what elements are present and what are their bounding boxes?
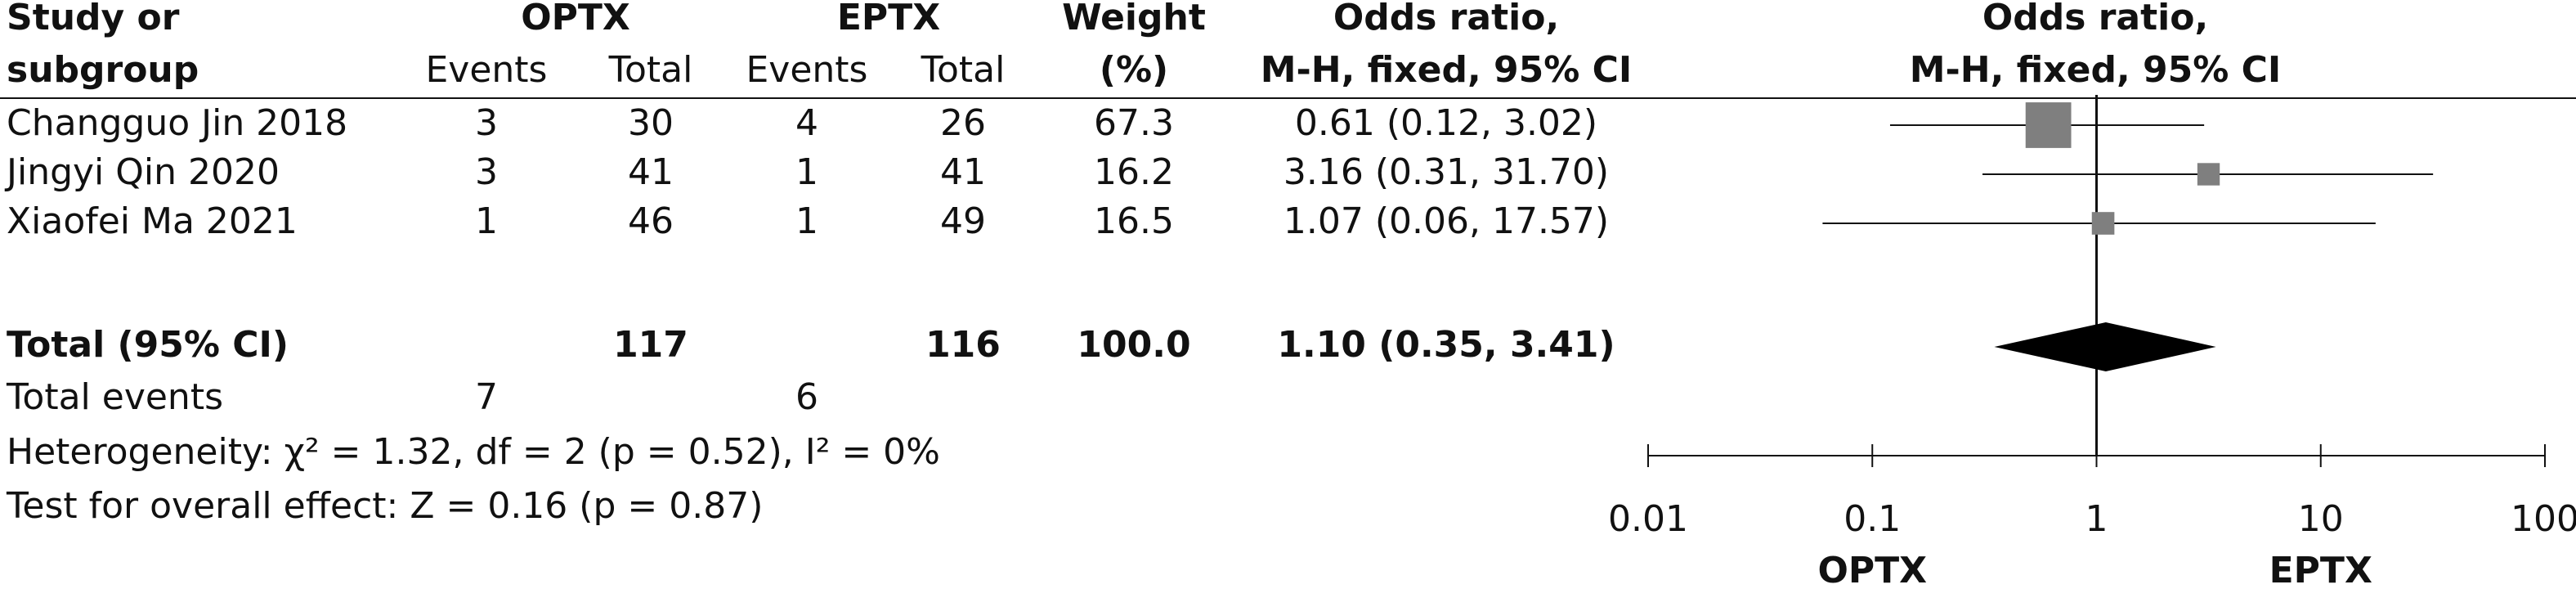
cell: 49	[940, 200, 986, 242]
cell: 46	[628, 200, 674, 242]
total-diamond	[1994, 322, 2216, 371]
cell: 0.61 (0.12, 3.02)	[1295, 102, 1597, 144]
cell: 116	[925, 324, 1001, 366]
header: (%)	[1100, 49, 1168, 91]
header: EPTX	[837, 0, 940, 38]
effect-square	[2197, 163, 2220, 186]
x-tick-label: 10	[2298, 498, 2344, 540]
cell: 3	[475, 151, 498, 193]
cell: 1	[795, 200, 818, 242]
effect-square	[2091, 212, 2115, 235]
cell: 100.0	[1077, 324, 1190, 366]
total-events-label: Total events	[6, 376, 223, 418]
cell: 7	[475, 376, 498, 418]
cell: 67.3	[1094, 102, 1174, 144]
cell: 1.10 (0.35, 3.41)	[1277, 324, 1615, 366]
cell: 117	[613, 324, 688, 366]
cell: 30	[628, 102, 674, 144]
header: Weight	[1062, 0, 1206, 38]
sub-header: Total	[921, 49, 1006, 91]
header: M-H, fixed, 95% CI	[1261, 49, 1633, 91]
cell: 41	[628, 151, 674, 193]
header: OPTX	[521, 0, 630, 38]
cell: 26	[940, 102, 986, 144]
header: M-H, fixed, 95% CI	[1910, 49, 2282, 91]
sub-header: Events	[426, 49, 548, 91]
cell: 3	[475, 102, 498, 144]
effect-square	[2025, 102, 2072, 148]
header: Odds ratio,	[1333, 0, 1559, 38]
cell: 1	[795, 151, 818, 193]
x-tick-label: 1	[2085, 498, 2108, 540]
total-label: Total (95% CI)	[7, 324, 289, 366]
x-tick-label: 100	[2511, 498, 2576, 540]
x-tick-label: 0.1	[1844, 498, 1901, 540]
study-name: Jingyi Qin 2020	[4, 151, 280, 193]
sub-header: Total	[608, 49, 693, 91]
header: subgroup	[7, 49, 199, 91]
sub-header: Events	[746, 49, 868, 91]
overall-effect: Test for overall effect: Z = 0.16 (p = 0…	[6, 485, 763, 527]
cell: 3.16 (0.31, 31.70)	[1284, 151, 1609, 193]
cell: 1.07 (0.06, 17.57)	[1284, 200, 1609, 242]
heterogeneity: Heterogeneity: χ² = 1.32, df = 2 (p = 0.…	[7, 431, 940, 473]
x-label: EPTX	[2269, 550, 2372, 589]
header: Odds ratio,	[1982, 0, 2208, 38]
cell: 16.2	[1094, 151, 1174, 193]
study-name: Xiaofei Ma 2021	[7, 200, 298, 242]
x-label: OPTX	[1817, 550, 1927, 589]
cell: 41	[940, 151, 986, 193]
cell: 4	[795, 102, 818, 144]
cell: 16.5	[1094, 200, 1174, 242]
study-name: Changguo Jin 2018	[7, 102, 347, 144]
cell: 6	[795, 376, 818, 418]
x-tick-label: 0.01	[1608, 498, 1688, 540]
cell: 1	[475, 200, 498, 242]
header: Study or	[7, 0, 180, 38]
